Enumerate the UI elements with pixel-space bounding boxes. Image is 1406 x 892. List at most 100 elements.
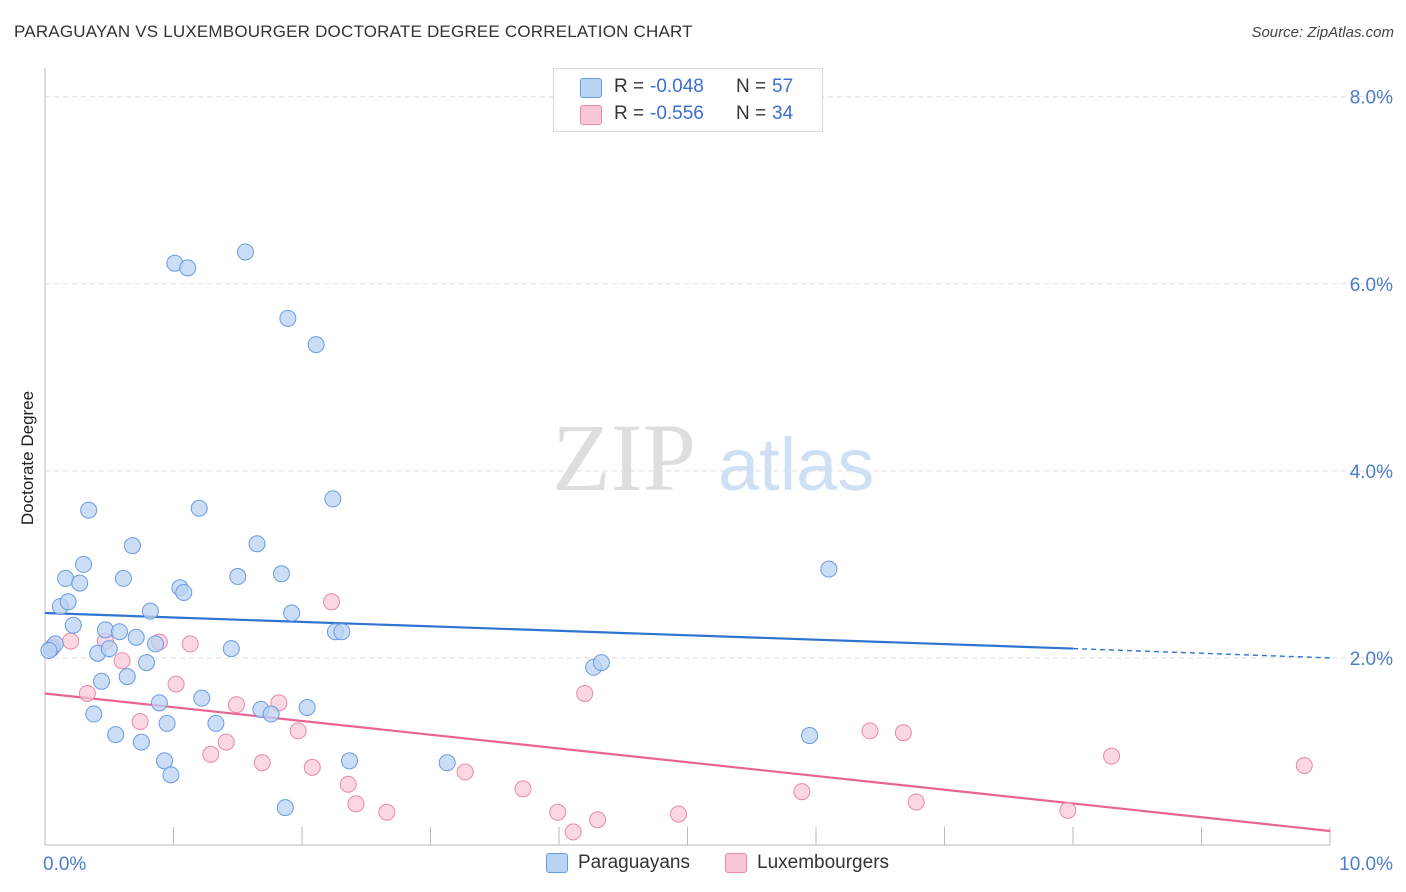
- paraguayan-point: [193, 689, 211, 707]
- luxembourger-point: [62, 632, 80, 650]
- luxembourger-point: [303, 758, 321, 776]
- paraguayan-point: [111, 623, 129, 641]
- paraguayan-point: [127, 628, 145, 646]
- luxembourger-point: [1103, 747, 1121, 765]
- tick-labels: 2.0% 4.0% 6.0% 8.0% 0.0% 10.0%: [43, 88, 1393, 875]
- paraguayan-trend-extension: [1072, 647, 1331, 659]
- luxembourger-point: [576, 684, 594, 702]
- luxembourger-point: [217, 733, 235, 751]
- luxembourger-point: [670, 805, 688, 823]
- n-label: N =: [736, 76, 767, 97]
- luxembourger-point: [113, 652, 131, 670]
- paraguayan-point: [107, 726, 125, 744]
- r-label: R =: [614, 76, 645, 97]
- correlation-legend: R = -0.048 N = 57 R = -0.556 N = 34: [553, 68, 823, 132]
- paraguayan-point: [190, 499, 208, 517]
- luxembourger-point: [181, 635, 199, 653]
- luxembourger-point: [589, 811, 607, 829]
- luxembourger-point: [378, 803, 396, 821]
- y-tick-label: 6.0%: [1350, 275, 1393, 296]
- paraguayan-point: [179, 259, 197, 277]
- paraguayan-point: [801, 727, 819, 745]
- paraguayan-point: [100, 640, 118, 658]
- luxembourger-point: [167, 675, 185, 693]
- legend-label: Luxembourgers: [757, 852, 890, 873]
- watermark: ZIP atlas: [552, 404, 874, 511]
- luxembourger-point: [289, 722, 307, 740]
- axes: [44, 68, 1331, 846]
- luxembourger-point: [514, 780, 532, 798]
- luxembourger-point: [861, 722, 879, 740]
- paraguayan-point: [158, 714, 176, 732]
- luxembourger-point: [323, 593, 341, 611]
- luxembourger-legend-swatch: [725, 853, 747, 873]
- y-tick-label: 2.0%: [1350, 649, 1393, 670]
- luxembourger-point: [793, 783, 811, 801]
- r-value: -0.556: [650, 103, 704, 124]
- luxembourger-swatch: [580, 105, 602, 125]
- paraguayan-point: [324, 490, 342, 508]
- paraguayan-point: [438, 754, 456, 772]
- paraguayan-point: [333, 623, 351, 641]
- paraguayan-point: [162, 766, 180, 784]
- r-value: -0.048: [650, 76, 704, 97]
- paraguayan-point: [298, 699, 316, 717]
- luxembourger-trend-line: [44, 692, 1331, 833]
- paraguayan-point: [229, 568, 247, 586]
- paraguayan-point: [175, 583, 193, 601]
- paraguayan-point: [276, 799, 294, 817]
- luxembourger-point: [227, 696, 245, 714]
- paraguayan-point: [114, 569, 132, 587]
- n-label: N =: [736, 103, 767, 124]
- paraguayan-point: [236, 243, 254, 261]
- luxembourger-point: [564, 823, 582, 841]
- luxembourger-point: [894, 724, 912, 742]
- paraguayan-point: [307, 336, 325, 354]
- luxembourger-point: [456, 763, 474, 781]
- luxembourger-point: [253, 754, 271, 772]
- paraguayan-swatch: [580, 78, 602, 98]
- paraguayan-point: [75, 555, 93, 573]
- watermark-zip: ZIP: [552, 404, 696, 511]
- paraguayan-point: [248, 535, 266, 553]
- luxembourger-point: [549, 803, 567, 821]
- legend-row-luxembourgers: R = -0.556 N = 34: [554, 101, 822, 129]
- y-axis-label: Doctorate Degree: [18, 391, 37, 525]
- luxembourger-point: [1059, 801, 1077, 819]
- paraguayan-point: [57, 569, 75, 587]
- y-tick-label: 4.0%: [1350, 462, 1393, 483]
- paraguayan-point: [207, 714, 225, 732]
- paraguayan-point: [262, 705, 280, 723]
- paraguayan-point: [64, 616, 82, 634]
- watermark-atlas: atlas: [718, 423, 874, 506]
- chart-title: PARAGUAYAN VS LUXEMBOURGER DOCTORATE DEG…: [14, 22, 693, 41]
- paraguayan-point: [93, 672, 111, 690]
- paraguayan-point: [123, 537, 141, 555]
- luxembourger-point: [131, 713, 149, 731]
- paraguayan-trend-line: [44, 611, 1074, 650]
- legend-label: Paraguayans: [578, 852, 690, 873]
- paraguayan-legend-swatch: [546, 853, 568, 873]
- n-value: 34: [772, 103, 794, 124]
- y-tick-label: 8.0%: [1350, 88, 1393, 109]
- paraguayan-point: [279, 309, 297, 327]
- luxembourger-points: [44, 593, 1313, 841]
- paraguayan-point: [150, 694, 168, 712]
- paraguayan-point: [147, 635, 165, 653]
- gridlines: [45, 96, 1392, 659]
- luxembourger-point: [339, 775, 357, 793]
- paraguayan-point: [283, 604, 301, 622]
- paraguayan-point: [118, 668, 136, 686]
- paraguayan-points: [40, 243, 838, 817]
- luxembourger-point: [202, 745, 220, 763]
- x-tick-label: 0.0%: [43, 854, 86, 875]
- luxembourger-point: [1295, 756, 1313, 774]
- paraguayan-point: [71, 574, 89, 592]
- x-tick-label: 10.0%: [1339, 854, 1393, 875]
- paraguayan-point: [141, 602, 159, 620]
- paraguayan-point: [85, 705, 103, 723]
- r-label: R =: [614, 103, 645, 124]
- luxembourger-point: [347, 795, 365, 813]
- n-value: 57: [772, 76, 794, 97]
